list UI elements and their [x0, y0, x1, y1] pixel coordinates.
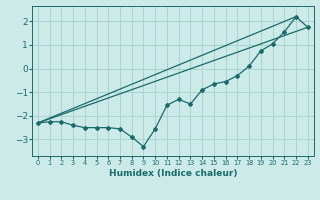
X-axis label: Humidex (Indice chaleur): Humidex (Indice chaleur) [108, 169, 237, 178]
